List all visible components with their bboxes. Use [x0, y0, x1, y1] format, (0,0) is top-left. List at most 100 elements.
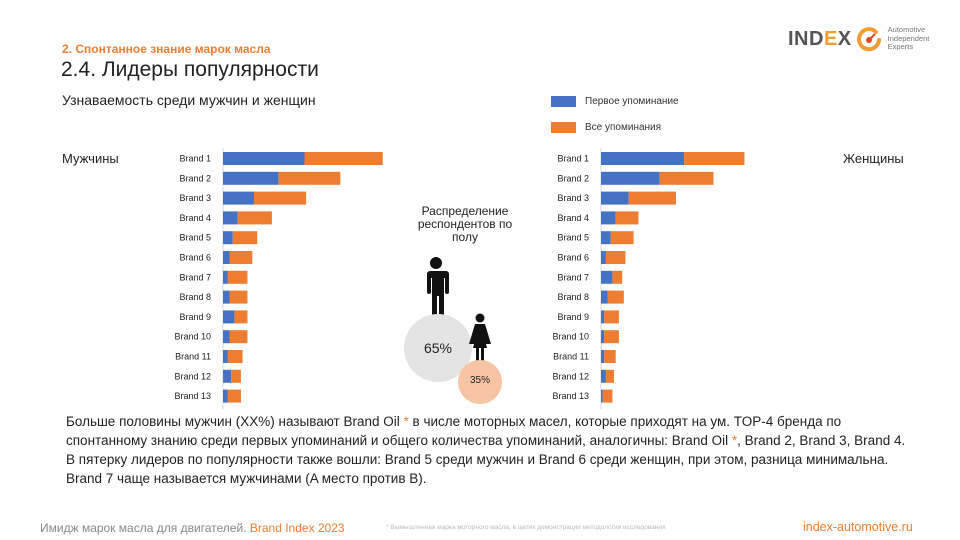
bar-first-mention	[601, 211, 616, 225]
summary-paragraph-2: В пятерку лидеров по популярности также …	[66, 452, 889, 486]
bar-first-mention	[601, 330, 605, 344]
category-label: Brand 4	[557, 213, 589, 223]
bar-first-mention	[223, 350, 228, 363]
bar-first-mention	[601, 171, 660, 185]
bar-all-mentions	[304, 152, 383, 165]
woman-icon	[469, 313, 491, 361]
bar-all-mentions	[612, 270, 623, 284]
bar-all-mentions	[602, 389, 613, 403]
section-label: 2. Спонтанное знание марок масла	[62, 42, 271, 56]
women-share-value: 35%	[469, 375, 490, 386]
bar-all-mentions	[227, 270, 248, 284]
category-label: Brand 8	[557, 292, 589, 302]
bar-all-mentions	[659, 171, 714, 185]
bar-all-mentions	[278, 171, 341, 185]
category-label: Brand 6	[179, 253, 211, 263]
bar-first-mention	[601, 231, 611, 245]
bar-all-mentions	[610, 231, 634, 245]
bar-first-mention	[223, 231, 233, 245]
summary-text: Больше половины мужчин (XX%) называют Br…	[66, 412, 916, 488]
legend-swatch-first	[551, 95, 576, 107]
category-label: Brand 10	[174, 332, 211, 342]
bar-first-mention	[223, 211, 238, 225]
bar-all-mentions	[684, 152, 745, 165]
category-label: Brand 1	[557, 154, 589, 164]
category-label: Brand 8	[179, 292, 211, 302]
bar-first-mention	[223, 330, 230, 344]
category-label: Brand 9	[179, 312, 211, 322]
bar-all-mentions	[227, 350, 243, 363]
bar-first-mention	[601, 369, 606, 383]
gauge-icon	[856, 27, 881, 52]
bar-first-mention	[601, 152, 685, 165]
footer-caption: Имидж марок масла для двигателей. Brand …	[40, 521, 345, 535]
bar-all-mentions	[231, 369, 241, 383]
category-label: Brand 7	[179, 272, 211, 282]
category-label: Brand 5	[557, 233, 589, 243]
bar-first-mention	[223, 310, 235, 324]
bar-first-mention	[223, 152, 305, 165]
bar-all-mentions	[604, 330, 619, 344]
category-label: Brand 5	[179, 233, 211, 243]
bar-all-mentions	[227, 389, 241, 403]
category-label: Brand 12	[552, 371, 589, 381]
category-label: Brand 13	[552, 391, 589, 401]
bar-first-mention	[223, 251, 230, 264]
category-label: Brand 12	[174, 371, 211, 381]
category-label: Brand 1	[179, 154, 211, 164]
bar-all-mentions	[229, 251, 253, 264]
category-label: Brand 10	[552, 332, 589, 342]
legend-swatch-all	[551, 121, 576, 133]
women-chart-label: Женщины	[843, 151, 904, 166]
page-title: 2.4. Лидеры популярности	[61, 58, 319, 81]
bar-first-mention	[601, 350, 605, 363]
footer-website-link[interactable]: index-automotive.ru	[803, 520, 913, 534]
women-share-circle	[458, 360, 502, 404]
logo-wordmark: INDEX	[788, 27, 852, 50]
category-label: Brand 9	[557, 312, 589, 322]
bar-first-mention	[601, 290, 608, 304]
logo-tagline: Automotive Independent Experts	[887, 25, 930, 52]
bar-all-mentions	[628, 191, 676, 205]
distribution-title: Распределение респондентов по полу	[417, 204, 513, 244]
bar-first-mention	[223, 290, 230, 304]
chart-legend: Первое упоминание Все упоминания	[551, 94, 679, 146]
legend-item-all: Все упоминания	[551, 120, 679, 134]
bar-all-mentions	[229, 330, 248, 344]
category-label: Brand 2	[557, 173, 589, 183]
bar-all-mentions	[615, 211, 639, 225]
legend-label-all: Все упоминания	[585, 121, 662, 133]
legend-label-first: Первое упоминание	[585, 95, 679, 107]
man-icon	[426, 257, 449, 320]
bar-all-mentions	[253, 191, 307, 205]
legend-item-first: Первое упоминание	[551, 94, 679, 108]
men-share-value: 65%	[423, 340, 453, 356]
bar-first-mention	[223, 389, 228, 403]
category-label: Brand 3	[179, 193, 211, 203]
bar-first-mention	[223, 270, 228, 284]
bar-all-mentions	[604, 350, 616, 363]
category-label: Brand 11	[553, 352, 589, 362]
bar-all-mentions	[237, 211, 272, 225]
category-label: Brand 13	[174, 391, 211, 401]
bar-all-mentions	[234, 310, 248, 324]
summary-paragraph-1: Больше половины мужчин (XX%) называют Br…	[66, 414, 906, 448]
bar-first-mention	[601, 270, 613, 284]
category-label: Brand 4	[179, 213, 211, 223]
bar-first-mention	[601, 389, 603, 403]
bar-all-mentions	[605, 251, 626, 264]
category-label: Brand 6	[557, 253, 589, 263]
category-label: Brand 2	[179, 173, 211, 183]
bar-all-mentions	[229, 290, 248, 304]
bar-first-mention	[601, 191, 629, 205]
index-logo: INDEX Automotive Independent Experts	[788, 22, 929, 56]
bar-first-mention	[601, 310, 605, 324]
women-bar-chart: Brand 1 Brand 2 Brand 3 Brand 4 Brand 5 Brand…	[537, 148, 777, 415]
category-label: Brand 11	[175, 352, 211, 362]
category-label: Brand 3	[557, 193, 589, 203]
bar-all-mentions	[605, 369, 615, 383]
bar-first-mention	[223, 369, 232, 383]
men-chart-label: Мужчины	[62, 151, 119, 166]
bar-first-mention	[601, 251, 606, 264]
bar-first-mention	[223, 171, 279, 185]
